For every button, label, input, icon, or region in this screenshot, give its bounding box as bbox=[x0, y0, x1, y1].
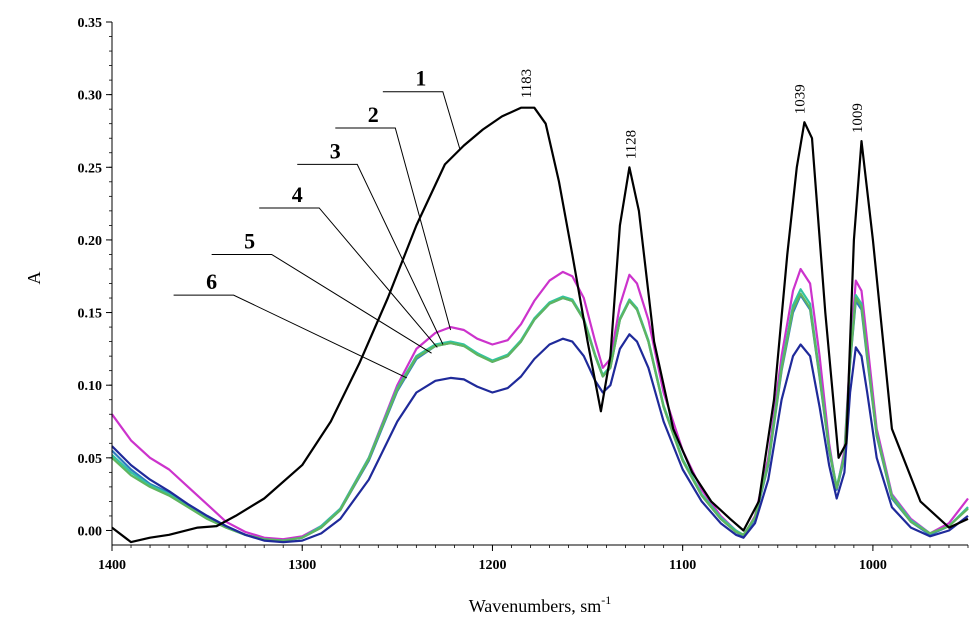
curve-label-1: 1 bbox=[415, 66, 426, 91]
y-tick-label: 0.00 bbox=[78, 524, 103, 539]
curve-label-2: 2 bbox=[368, 102, 379, 127]
x-axis-title: Wavenumbers, sm-1 bbox=[469, 593, 612, 616]
curve-leader-5 bbox=[211, 253, 432, 354]
x-tick-label: 1100 bbox=[669, 558, 696, 573]
x-tick-label: 1200 bbox=[478, 558, 506, 573]
series-line-6 bbox=[111, 333, 969, 544]
curve-label-5: 5 bbox=[244, 228, 255, 253]
series-line-1 bbox=[111, 106, 969, 544]
y-tick-label: 0.10 bbox=[78, 379, 103, 394]
curve-leader-3 bbox=[297, 163, 444, 345]
peak-label: 1183 bbox=[519, 69, 535, 98]
curve-leader-4 bbox=[259, 207, 438, 348]
series-line-2 bbox=[111, 267, 969, 541]
series-line-4 bbox=[111, 288, 969, 542]
peak-label: 1039 bbox=[793, 84, 809, 114]
y-tick-label: 0.05 bbox=[78, 452, 103, 467]
y-tick-label: 0.30 bbox=[78, 89, 103, 104]
x-axis-title-text: Wavenumbers, sm bbox=[469, 596, 602, 616]
curve-leader-2 bbox=[335, 127, 452, 331]
series-line-3 bbox=[111, 294, 969, 542]
x-tick-label: 1000 bbox=[859, 558, 887, 573]
peak-label: 1128 bbox=[623, 130, 639, 159]
y-tick-label: 0.20 bbox=[78, 234, 103, 249]
curve-label-4: 4 bbox=[292, 182, 303, 207]
curve-label-3: 3 bbox=[330, 138, 341, 163]
y-tick-label: 0.25 bbox=[78, 161, 103, 176]
curve-leader-1 bbox=[382, 91, 461, 150]
x-tick-label: 1400 bbox=[98, 558, 126, 573]
peak-label: 1009 bbox=[850, 103, 866, 133]
curve-label-6: 6 bbox=[206, 269, 217, 294]
y-tick-label: 0.35 bbox=[78, 16, 103, 31]
x-axis-title-sup: -1 bbox=[601, 593, 611, 607]
curve-leader-6 bbox=[173, 294, 408, 379]
y-axis-title: A bbox=[24, 272, 44, 285]
series-line-5 bbox=[111, 292, 969, 542]
y-tick-label: 0.15 bbox=[78, 307, 103, 322]
x-tick-label: 1300 bbox=[288, 558, 316, 573]
